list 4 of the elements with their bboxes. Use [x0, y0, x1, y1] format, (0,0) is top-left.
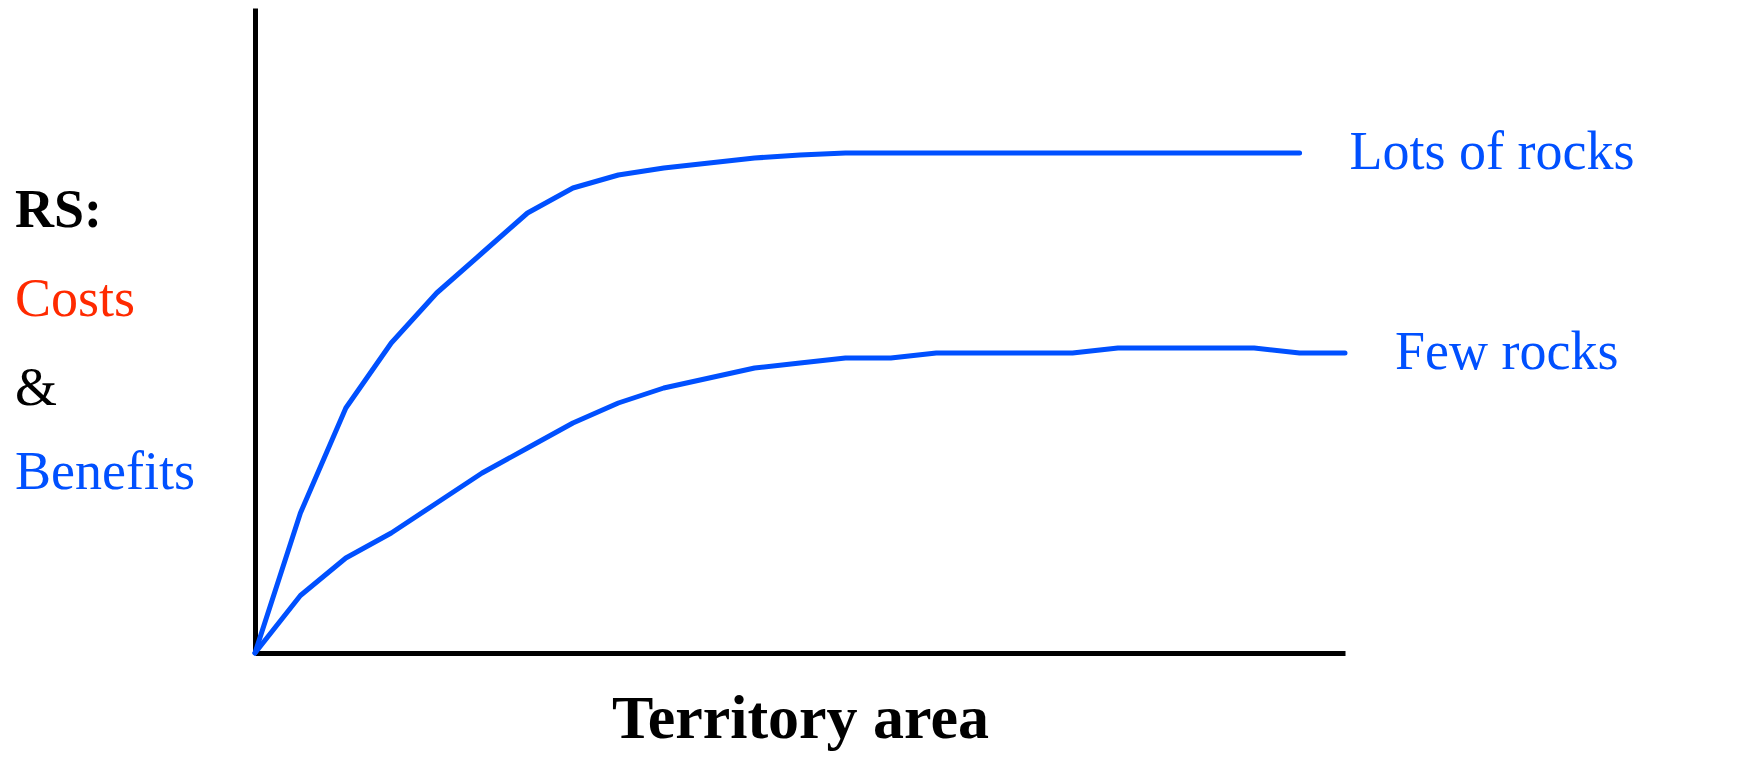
series-label: Few rocks [1395, 321, 1619, 381]
series-label: Lots of rocks [1349, 121, 1635, 181]
x-axis-title: Territory area [611, 682, 990, 751]
y-axis-title: RS: Costs & Benefits [15, 179, 195, 501]
